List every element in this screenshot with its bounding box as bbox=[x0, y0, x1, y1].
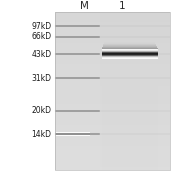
Bar bbox=[55, 94, 170, 96]
Bar bbox=[55, 125, 170, 128]
Bar bbox=[55, 136, 170, 138]
Bar bbox=[55, 157, 170, 159]
Bar bbox=[55, 49, 170, 51]
Bar bbox=[55, 35, 170, 38]
Bar bbox=[55, 115, 170, 117]
Bar bbox=[55, 43, 170, 46]
Text: M: M bbox=[80, 1, 89, 11]
Bar bbox=[55, 133, 170, 136]
Bar bbox=[55, 128, 170, 130]
Bar bbox=[55, 167, 170, 170]
Bar bbox=[55, 28, 170, 30]
Bar bbox=[55, 88, 170, 91]
Bar bbox=[55, 130, 170, 133]
Bar bbox=[55, 33, 170, 35]
Bar bbox=[55, 154, 170, 157]
Bar bbox=[102, 55, 158, 56]
Text: 20kD: 20kD bbox=[31, 106, 51, 115]
Bar bbox=[55, 70, 170, 72]
Text: 66kD: 66kD bbox=[31, 32, 51, 41]
Bar bbox=[102, 52, 158, 53]
Bar bbox=[55, 67, 170, 70]
Bar bbox=[55, 25, 170, 28]
Bar bbox=[102, 57, 158, 58]
Bar bbox=[55, 12, 170, 14]
Bar bbox=[55, 109, 170, 112]
Bar bbox=[105, 40, 154, 41]
Text: 43kD: 43kD bbox=[31, 50, 51, 59]
Bar bbox=[55, 12, 100, 170]
Bar bbox=[55, 14, 170, 17]
Bar bbox=[55, 159, 170, 162]
Bar bbox=[55, 72, 170, 75]
Bar bbox=[104, 42, 155, 43]
Bar bbox=[102, 53, 158, 54]
Bar bbox=[55, 138, 170, 141]
Bar bbox=[105, 39, 154, 40]
Bar bbox=[55, 20, 170, 22]
Bar bbox=[55, 162, 170, 165]
Bar bbox=[55, 144, 170, 146]
Bar bbox=[55, 12, 170, 170]
Bar bbox=[55, 112, 170, 115]
Bar bbox=[102, 12, 158, 170]
Bar bbox=[55, 102, 170, 104]
Bar bbox=[55, 54, 170, 57]
Bar bbox=[102, 50, 158, 51]
Bar bbox=[55, 62, 170, 64]
Bar bbox=[103, 44, 156, 45]
Bar bbox=[55, 99, 170, 102]
Bar bbox=[55, 146, 170, 149]
Bar bbox=[55, 51, 170, 54]
Text: 97kD: 97kD bbox=[31, 22, 51, 31]
Bar bbox=[102, 54, 158, 55]
Bar bbox=[102, 47, 157, 48]
Bar bbox=[55, 75, 170, 78]
Bar bbox=[55, 57, 170, 59]
Bar bbox=[55, 78, 170, 80]
Bar bbox=[55, 152, 170, 154]
Bar bbox=[55, 123, 170, 125]
Bar bbox=[55, 80, 170, 83]
Bar bbox=[102, 49, 158, 50]
Bar bbox=[55, 104, 170, 107]
Bar bbox=[55, 30, 170, 33]
Bar bbox=[102, 51, 158, 52]
Bar bbox=[102, 48, 158, 49]
Text: 14kD: 14kD bbox=[31, 130, 51, 139]
Bar bbox=[103, 45, 156, 46]
Bar bbox=[55, 165, 170, 167]
Bar bbox=[55, 64, 170, 67]
Bar bbox=[55, 38, 170, 41]
Bar bbox=[103, 46, 157, 47]
Text: 1: 1 bbox=[119, 1, 126, 11]
Bar bbox=[55, 83, 170, 86]
Bar bbox=[55, 120, 170, 123]
Bar bbox=[55, 91, 170, 94]
Bar bbox=[55, 117, 170, 120]
Bar bbox=[55, 46, 170, 49]
Bar bbox=[55, 17, 170, 20]
Bar bbox=[55, 59, 170, 62]
Bar bbox=[55, 149, 170, 152]
Bar bbox=[104, 43, 155, 44]
Bar bbox=[55, 141, 170, 144]
Text: 31kD: 31kD bbox=[31, 74, 51, 83]
Bar bbox=[102, 58, 158, 59]
Bar bbox=[55, 107, 170, 109]
Bar bbox=[102, 56, 158, 57]
Bar bbox=[55, 22, 170, 25]
Bar bbox=[105, 41, 154, 42]
Bar bbox=[55, 41, 170, 43]
Bar bbox=[55, 86, 170, 88]
Bar bbox=[55, 96, 170, 99]
